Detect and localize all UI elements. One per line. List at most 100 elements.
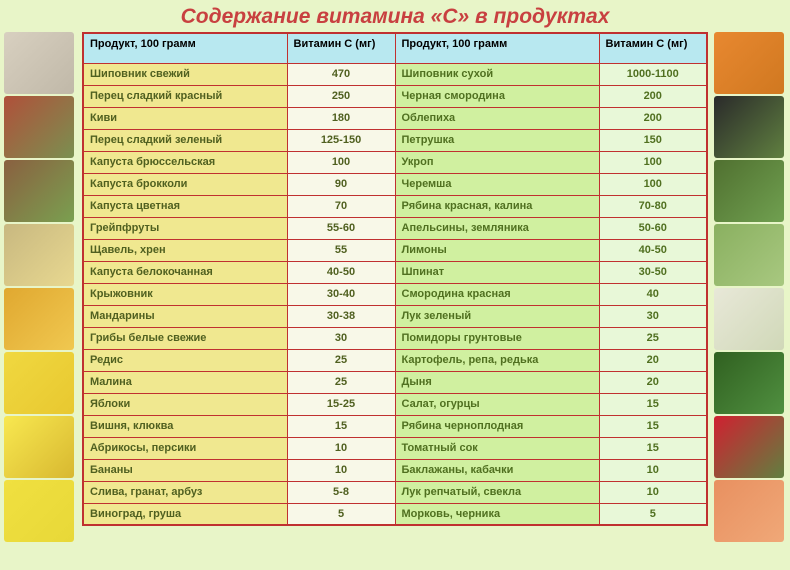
broccoli-image xyxy=(714,352,784,414)
value-cell-left: 5 xyxy=(287,503,395,525)
product-cell-left: Капуста брюссельская xyxy=(83,151,287,173)
product-cell-right: Смородина красная xyxy=(395,283,599,305)
value-cell-left: 30 xyxy=(287,327,395,349)
product-cell-left: Перец сладкий красный xyxy=(83,85,287,107)
table-row: Шиповник свежий470Шиповник сухой1000-110… xyxy=(83,63,707,85)
table-row: Слива, гранат, арбуз5-8Лук репчатый, све… xyxy=(83,481,707,503)
product-cell-left: Слива, гранат, арбуз xyxy=(83,481,287,503)
anatomy-image xyxy=(4,32,74,94)
blackcurrant-image xyxy=(714,96,784,158)
value-cell-right: 15 xyxy=(599,415,707,437)
product-cell-left: Мандарины xyxy=(83,305,287,327)
value-cell-right: 100 xyxy=(599,151,707,173)
value-cell-left: 470 xyxy=(287,63,395,85)
product-cell-left: Перец сладкий зеленый xyxy=(83,129,287,151)
product-cell-left: Виноград, груша xyxy=(83,503,287,525)
product-cell-left: Щавель, хрен xyxy=(83,239,287,261)
table-row: Перец сладкий красный250Черная смородина… xyxy=(83,85,707,107)
value-cell-right: 200 xyxy=(599,85,707,107)
grapefruit-image xyxy=(714,480,784,542)
product-cell-right: Шиповник сухой xyxy=(395,63,599,85)
product-cell-left: Грейпфруты xyxy=(83,217,287,239)
value-cell-right: 70-80 xyxy=(599,195,707,217)
value-cell-right: 150 xyxy=(599,129,707,151)
table-row: Яблоки15-25Салат, огурцы15 xyxy=(83,393,707,415)
value-cell-left: 40-50 xyxy=(287,261,395,283)
value-cell-left: 100 xyxy=(287,151,395,173)
value-cell-right: 20 xyxy=(599,349,707,371)
product-cell-right: Баклажаны, кабачки xyxy=(395,459,599,481)
product-cell-right: Картофель, репа, редька xyxy=(395,349,599,371)
seabuckthorn-image xyxy=(714,32,784,94)
right-image-column xyxy=(714,32,786,542)
value-cell-left: 125-150 xyxy=(287,129,395,151)
table-row: Крыжовник30-40Смородина красная40 xyxy=(83,283,707,305)
value-cell-right: 40 xyxy=(599,283,707,305)
value-cell-left: 15-25 xyxy=(287,393,395,415)
product-cell-right: Черная смородина xyxy=(395,85,599,107)
table-row: Виноград, груша5Морковь, черника5 xyxy=(83,503,707,525)
strawberry-image xyxy=(714,416,784,478)
value-cell-right: 40-50 xyxy=(599,239,707,261)
product-cell-right: Петрушка xyxy=(395,129,599,151)
content-area: Продукт, 100 грамм Витамин С (мг) Продук… xyxy=(0,32,790,542)
product-cell-right: Помидоры грунтовые xyxy=(395,327,599,349)
value-cell-left: 250 xyxy=(287,85,395,107)
product-cell-right: Рябина красная, калина xyxy=(395,195,599,217)
cauliflower-image xyxy=(714,288,784,350)
left-image-column xyxy=(4,32,76,542)
value-cell-right: 50-60 xyxy=(599,217,707,239)
header-vitamin-left: Витамин С (мг) xyxy=(287,33,395,63)
product-cell-right: Лук репчатый, свекла xyxy=(395,481,599,503)
gooseberry-image xyxy=(4,224,74,286)
value-cell-right: 100 xyxy=(599,173,707,195)
value-cell-left: 90 xyxy=(287,173,395,195)
table-row: Капуста брюссельская100Укроп100 xyxy=(83,151,707,173)
parsley-image xyxy=(714,160,784,222)
value-cell-right: 5 xyxy=(599,503,707,525)
value-cell-left: 15 xyxy=(287,415,395,437)
value-cell-left: 10 xyxy=(287,459,395,481)
value-cell-right: 30-50 xyxy=(599,261,707,283)
apple-image xyxy=(4,352,74,414)
value-cell-left: 30-38 xyxy=(287,305,395,327)
header-product-left: Продукт, 100 грамм xyxy=(83,33,287,63)
lemon-image xyxy=(4,416,74,478)
product-cell-right: Черемша xyxy=(395,173,599,195)
table-row: Щавель, хрен55Лимоны40-50 xyxy=(83,239,707,261)
value-cell-left: 55-60 xyxy=(287,217,395,239)
product-cell-right: Салат, огурцы xyxy=(395,393,599,415)
table-row: Киви180Облепиха200 xyxy=(83,107,707,129)
product-cell-left: Капуста цветная xyxy=(83,195,287,217)
banana-image xyxy=(4,480,74,542)
value-cell-right: 1000-1100 xyxy=(599,63,707,85)
product-cell-right: Лимоны xyxy=(395,239,599,261)
product-cell-left: Киви xyxy=(83,107,287,129)
value-cell-right: 20 xyxy=(599,371,707,393)
table-row: Мандарины30-38Лук зеленый30 xyxy=(83,305,707,327)
value-cell-left: 55 xyxy=(287,239,395,261)
product-cell-right: Апельсины, земляника xyxy=(395,217,599,239)
product-cell-left: Малина xyxy=(83,371,287,393)
value-cell-right: 10 xyxy=(599,459,707,481)
product-cell-left: Абрикосы, персики xyxy=(83,437,287,459)
product-cell-right: Лук зеленый xyxy=(395,305,599,327)
vitamin-c-table: Продукт, 100 грамм Витамин С (мг) Продук… xyxy=(82,32,708,526)
product-cell-left: Грибы белые свежие xyxy=(83,327,287,349)
product-cell-left: Крыжовник xyxy=(83,283,287,305)
value-cell-left: 5-8 xyxy=(287,481,395,503)
value-cell-left: 70 xyxy=(287,195,395,217)
page-title: Содержание витамина «С» в продуктах xyxy=(0,0,790,32)
product-cell-right: Шпинат xyxy=(395,261,599,283)
kiwi-image xyxy=(4,160,74,222)
table-row: Грибы белые свежие30Помидоры грунтовые25 xyxy=(83,327,707,349)
product-cell-left: Шиповник свежий xyxy=(83,63,287,85)
product-cell-right: Облепиха xyxy=(395,107,599,129)
table-row: Капуста брокколи90Черемша100 xyxy=(83,173,707,195)
value-cell-right: 10 xyxy=(599,481,707,503)
product-cell-left: Капуста брокколи xyxy=(83,173,287,195)
value-cell-left: 25 xyxy=(287,349,395,371)
brussels-image xyxy=(714,224,784,286)
product-cell-right: Томатный сок xyxy=(395,437,599,459)
value-cell-left: 25 xyxy=(287,371,395,393)
